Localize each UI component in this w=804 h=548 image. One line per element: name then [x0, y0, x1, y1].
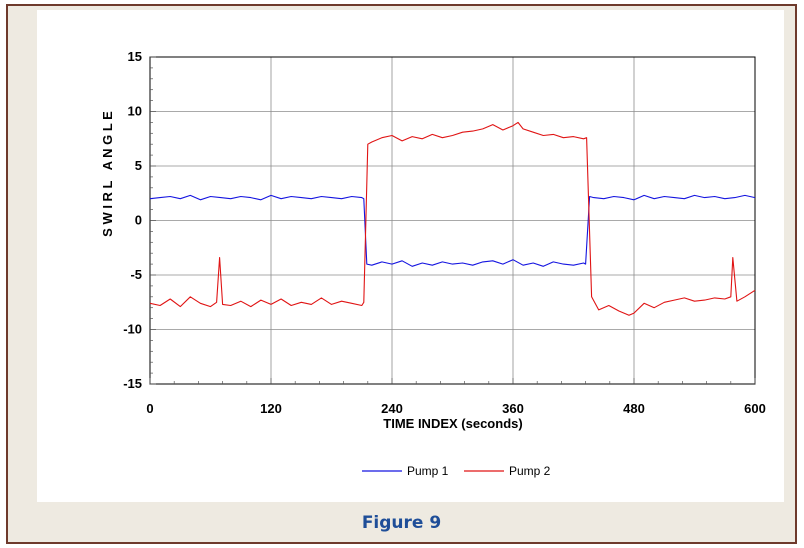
y-tick-label: 15 — [128, 49, 142, 64]
chart-panel: -15 -10 -5 0 5 10 15 0 120 240 360 480 600 S W I R … — [37, 10, 784, 502]
grid-layer — [149, 56, 756, 385]
y-tick-label: 10 — [128, 104, 142, 119]
x-tick-label: 600 — [744, 401, 766, 416]
series-line-pump-2 — [149, 121, 756, 316]
y-tick-label: 5 — [135, 158, 142, 173]
legend-label-pump-1: Pump 1 — [407, 464, 449, 478]
legend-label-pump-2: Pump 2 — [509, 464, 551, 478]
figure-caption: Figure 9 — [361, 513, 442, 533]
x-tick-label: 480 — [623, 401, 645, 416]
y-tick-label: -5 — [130, 267, 142, 282]
y-tick-label: -10 — [123, 322, 142, 337]
series-line-pump-1 — [149, 194, 756, 267]
x-tick-label: 0 — [146, 401, 153, 416]
y-tick-label: 0 — [135, 213, 142, 228]
x-tick-label: 240 — [381, 401, 403, 416]
legend: Pump 1 Pump 2 — [362, 464, 551, 478]
swirl-angle-chart: -15 -10 -5 0 5 10 15 0 120 240 360 480 600 S W I R … — [100, 49, 766, 478]
y-tick-label: -15 — [123, 376, 142, 391]
x-tick-label: 360 — [502, 401, 524, 416]
x-tick-label: 120 — [260, 401, 282, 416]
series-layer — [149, 121, 756, 316]
x-axis-title: TIME INDEX (seconds) — [383, 416, 522, 431]
y-axis-title: S W I R L A N G L E — [100, 111, 115, 237]
minor-ticks — [149, 56, 756, 385]
y-tick-labels: -15 -10 -5 0 5 10 15 — [123, 49, 142, 391]
figure-frame: -15 -10 -5 0 5 10 15 0 120 240 360 480 600 S W I R … — [6, 4, 797, 544]
x-tick-labels: 0 120 240 360 480 600 — [146, 401, 765, 416]
